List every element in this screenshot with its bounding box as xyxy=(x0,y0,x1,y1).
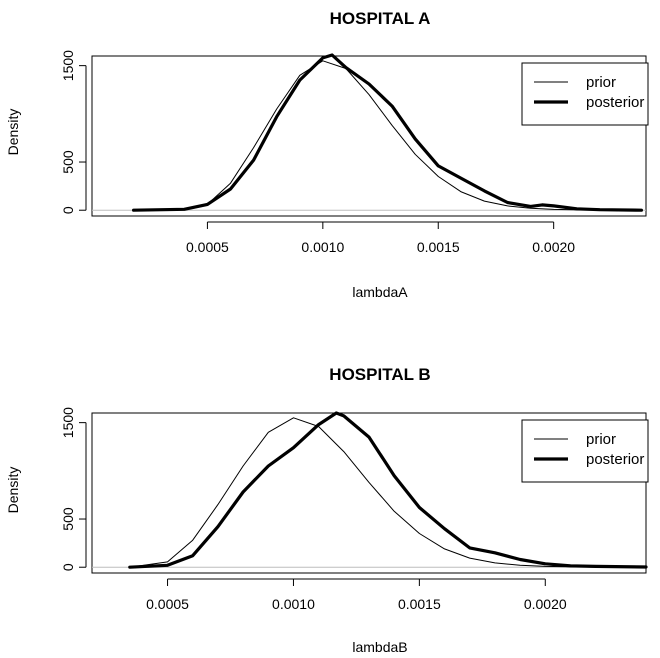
legend-label-posterior: posterior xyxy=(586,451,644,468)
series-line-posterior xyxy=(128,411,648,569)
y-tick-label: 500 xyxy=(60,507,76,531)
x-tick-label: 0.0020 xyxy=(524,596,567,612)
panel-hospital-a: HOSPITAL A lambdaA Density 0.0005 0.0010 0… xyxy=(5,9,649,300)
y-tick-label: 1500 xyxy=(60,50,76,81)
x-tick-label: 0.0015 xyxy=(398,596,441,612)
y-tick-label: 0 xyxy=(60,563,76,571)
y-tick-label: 0 xyxy=(60,206,76,214)
y-axis-label: Density xyxy=(5,467,21,514)
plot-frame xyxy=(91,55,647,217)
legend-label-prior: prior xyxy=(586,74,616,91)
panel-hospital-b: HOSPITAL B lambdaB Density 0.0005 0.0010 0… xyxy=(5,365,649,655)
x-tick-label: 0.0020 xyxy=(532,239,575,255)
legend-label-prior: prior xyxy=(586,431,616,448)
x-tick-label: 0.0005 xyxy=(186,239,229,255)
x-tick-label: 0.0015 xyxy=(417,239,460,255)
x-axis-label: lambdaA xyxy=(352,284,408,300)
legend-box xyxy=(521,62,649,126)
plot-frame xyxy=(91,412,647,574)
x-axis-label: lambdaB xyxy=(352,639,407,655)
x-tick-label: 0.0010 xyxy=(272,596,315,612)
legend-label-posterior: posterior xyxy=(586,94,644,111)
series-line-prior xyxy=(133,60,642,211)
chart-title: HOSPITAL A xyxy=(330,9,431,28)
y-tick-label: 1500 xyxy=(60,407,76,438)
y-tick-label: 500 xyxy=(60,150,76,174)
x-tick-label: 0.0005 xyxy=(146,596,189,612)
y-axis-label: Density xyxy=(5,109,21,156)
series-line-prior xyxy=(129,417,647,568)
legend-box xyxy=(521,419,649,483)
chart-title: HOSPITAL B xyxy=(329,365,430,384)
x-tick-label: 0.0010 xyxy=(301,239,344,255)
series-line-posterior xyxy=(132,53,643,212)
